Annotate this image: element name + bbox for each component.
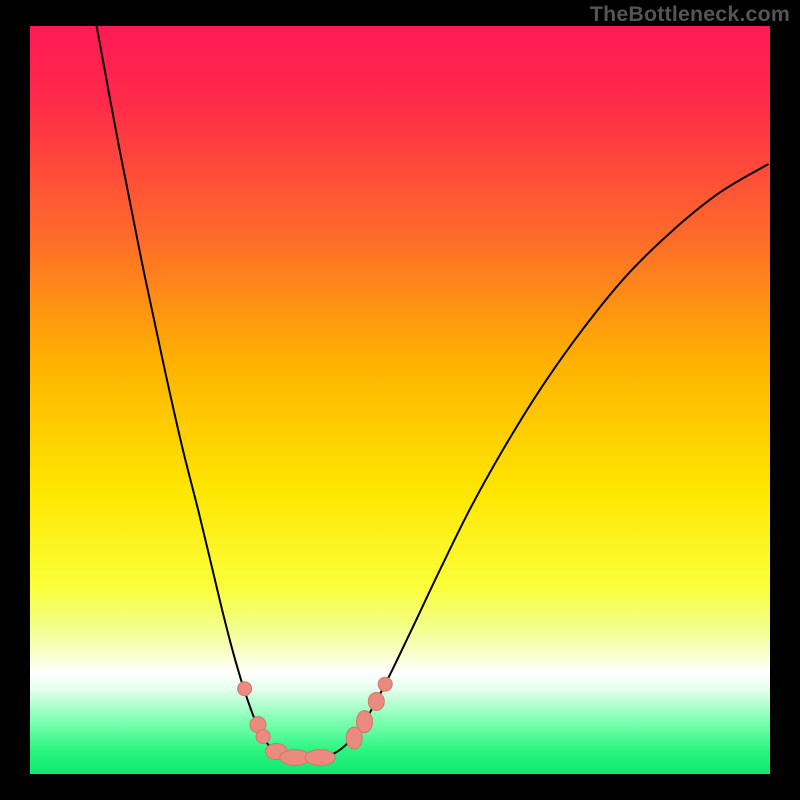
- plot-area: [30, 26, 770, 774]
- curve-marker: [368, 692, 384, 710]
- watermark-text: TheBottleneck.com: [590, 2, 790, 27]
- figure-root: TheBottleneck.com: [0, 0, 800, 800]
- curve-marker: [256, 730, 270, 744]
- curve-marker: [238, 682, 252, 696]
- curve-marker: [305, 750, 335, 766]
- curve-marker: [378, 677, 392, 691]
- curve-marker: [356, 711, 372, 733]
- chart-svg: [0, 0, 800, 800]
